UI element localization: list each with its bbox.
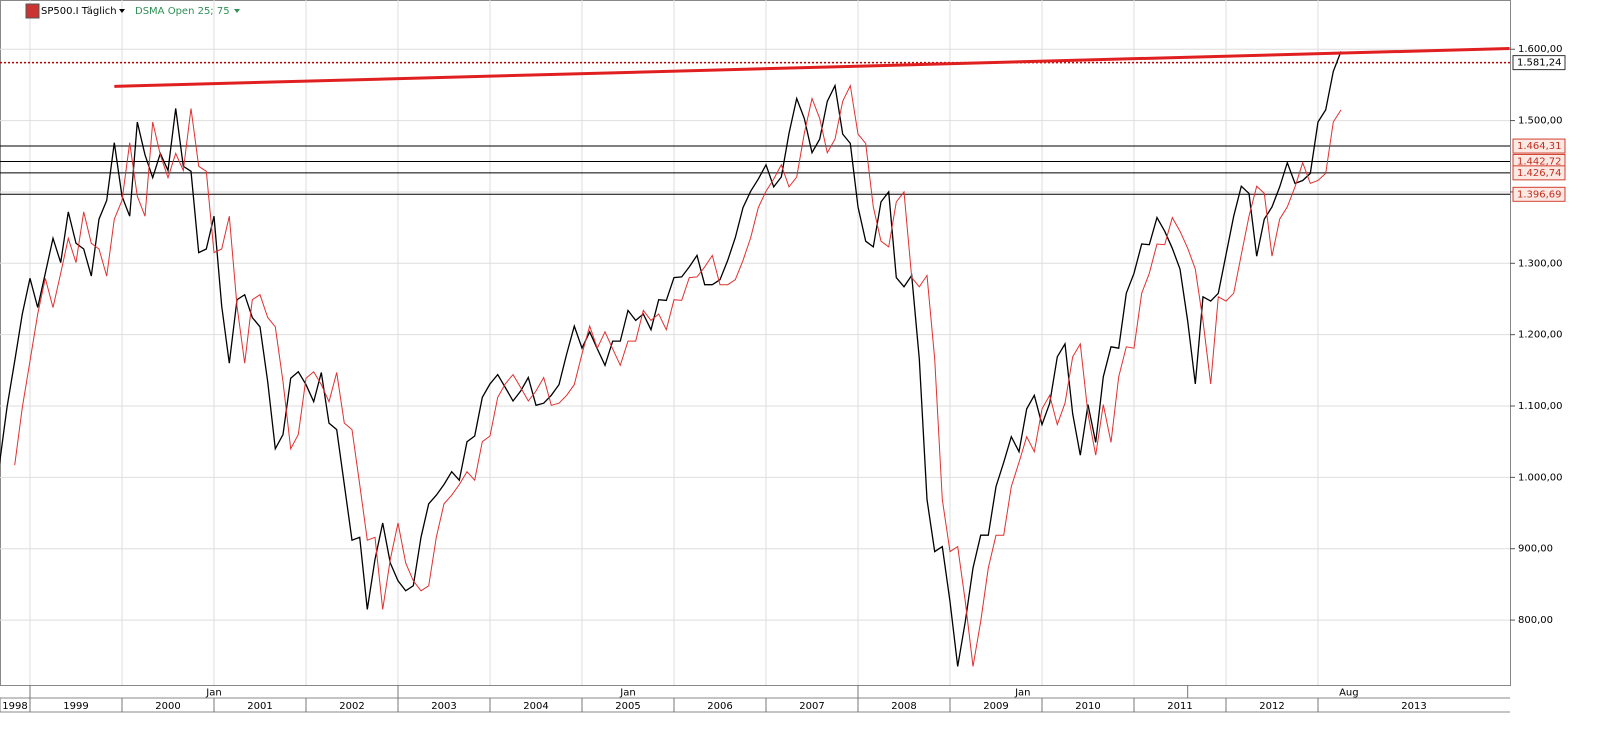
x-tick-label: 2010 (1075, 701, 1100, 712)
y-tick-label: 1.200,00 (1518, 330, 1563, 341)
x-tick-label: Jan (619, 688, 635, 699)
x-tick-label: 2002 (339, 701, 364, 712)
x-tick-label: 2012 (1259, 701, 1284, 712)
x-tick-label: 2013 (1401, 701, 1426, 712)
marks (0, 47, 1510, 667)
x-tick-label: Jan (205, 688, 221, 699)
indicator-label[interactable]: DSMA Open 25; 75 (135, 6, 230, 17)
level-label: 1.464,31 (1517, 141, 1562, 152)
y-tick-label: 1.500,00 (1518, 116, 1563, 127)
x-tick-label: 1998 (2, 701, 27, 712)
plot-frame (0, 0, 1511, 686)
level-label: 1.396,69 (1517, 189, 1562, 200)
y-tick-label: 900,00 (1518, 544, 1553, 555)
level-label-box (1512, 55, 1566, 71)
dropdown-arrow[interactable] (234, 9, 240, 13)
level-label: 1.442,72 (1517, 156, 1562, 167)
instrument-icon[interactable] (25, 3, 40, 19)
chart-title[interactable]: SP500.I Täglich (41, 6, 117, 17)
x-tick-label: Jan (1014, 688, 1030, 699)
y-tick-label: 1.100,00 (1518, 401, 1563, 412)
x-tick-label: 2001 (247, 701, 272, 712)
level-label-box (1512, 138, 1566, 154)
x-tick-label: 2008 (891, 701, 916, 712)
series-line (14, 83, 1342, 667)
y-tick-label: 1.000,00 (1518, 472, 1563, 483)
trend-line (114, 47, 1510, 88)
y-tick-label: 1.300,00 (1518, 258, 1563, 269)
x-tick-label: 2007 (799, 701, 824, 712)
dropdown-arrow[interactable] (119, 9, 125, 13)
x-tick-label: 2005 (615, 701, 640, 712)
y-tick-label: 800,00 (1518, 615, 1553, 626)
level-label-box (1512, 186, 1566, 202)
series-line (0, 51, 1342, 667)
grid (0, 0, 1510, 685)
x-tick-label: 2006 (707, 701, 732, 712)
x-tick-label: 2009 (983, 701, 1008, 712)
level-label: 1.426,74 (1517, 168, 1562, 179)
x-tick-label: 2011 (1167, 701, 1192, 712)
level-label-box (1512, 165, 1566, 181)
x-tick-label: 1999 (63, 701, 88, 712)
x-tick-label: Aug (1339, 688, 1359, 699)
x-tick-label: 2004 (523, 701, 548, 712)
x-tick-label: 2000 (155, 701, 180, 712)
x-tick-label: 2003 (431, 701, 456, 712)
level-label: 1.581,24 (1517, 58, 1562, 69)
y-tick-label: 1.600,00 (1518, 44, 1563, 55)
